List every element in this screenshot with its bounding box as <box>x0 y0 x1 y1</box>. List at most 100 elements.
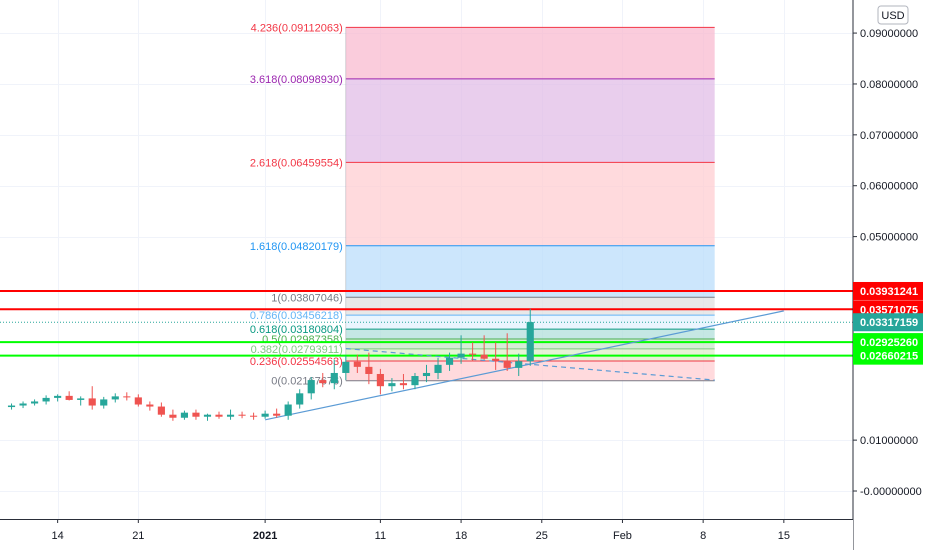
candle-body <box>445 357 454 365</box>
candle-body <box>376 373 384 387</box>
candle-body <box>342 361 350 373</box>
price-tick-label: 0.07000000 <box>860 130 918 142</box>
price-tag-label: 0.03317159 <box>860 317 918 329</box>
candle-body <box>65 395 73 400</box>
candle <box>7 403 16 410</box>
price-tick-label: 0.08000000 <box>860 79 918 91</box>
candle <box>457 335 465 364</box>
candle-body <box>111 396 119 400</box>
candle <box>146 401 154 411</box>
candle <box>238 411 246 419</box>
candle <box>480 335 488 360</box>
candle-body <box>19 403 27 406</box>
time-tick-label: 2021 <box>253 530 277 542</box>
candle <box>157 402 165 417</box>
price-axis-labels: 0.09000000 0.08000000 0.07000000 0.06000000… <box>853 28 922 498</box>
time-tick-label: 14 <box>52 530 64 542</box>
price-tag-bg <box>853 281 923 300</box>
fib-level-label: 0.236(0.02554563) <box>250 356 343 368</box>
candle-body <box>261 413 269 417</box>
fib-level-label: 0.786(0.03456218) <box>250 310 343 322</box>
candle-body <box>42 397 50 402</box>
time-tick-label: 11 <box>375 530 386 542</box>
candle <box>192 409 200 420</box>
candle-body <box>134 397 142 405</box>
candle <box>422 364 431 383</box>
trendline[interactable] <box>264 310 784 421</box>
candle <box>111 393 119 403</box>
candle-body <box>353 361 361 367</box>
price-tags: 0.039312410.035710750.0331715907:47:340.… <box>853 281 923 365</box>
candle-body <box>77 398 85 400</box>
candle-body <box>215 414 223 417</box>
price-tag-bg <box>853 346 923 365</box>
time-axis[interactable] <box>0 519 853 550</box>
currency-button[interactable]: USD <box>877 5 909 25</box>
candle-body <box>203 414 212 417</box>
price-tick-label: -0.00000000 <box>860 486 922 498</box>
price-tick-label: 0.06000000 <box>860 181 918 193</box>
candle-body <box>457 353 465 358</box>
candle <box>445 352 454 371</box>
candle <box>261 410 269 419</box>
candle-body <box>100 399 108 406</box>
fib-level-label: 0.618(0.03180804) <box>250 324 343 336</box>
candle <box>100 396 108 409</box>
candle <box>353 354 361 373</box>
trendlines[interactable] <box>264 310 784 421</box>
candle-body <box>192 412 200 417</box>
price-tick-label: 0.09000000 <box>860 28 918 40</box>
candle-body <box>238 414 246 416</box>
candle-body <box>399 383 408 386</box>
fib-zone <box>345 297 715 316</box>
time-tick-label: 15 <box>778 530 790 542</box>
candle <box>492 342 500 370</box>
candle <box>77 396 85 406</box>
fib-level-label: 4.236(0.09112063) <box>251 22 343 34</box>
time-tick-label: 21 <box>132 530 144 542</box>
candle <box>411 372 419 390</box>
candle-body <box>180 412 189 418</box>
fib-level-label: 3.618(0.08098930) <box>250 74 343 86</box>
trendline[interactable] <box>345 347 715 381</box>
fib-zone <box>345 245 715 298</box>
price-tag-label: 0.02660215 <box>860 351 918 363</box>
fib-zone <box>345 78 715 163</box>
candle-body <box>169 414 177 418</box>
candle-body <box>226 414 235 417</box>
candle-body <box>296 393 304 405</box>
price-tag-label: 0.02925260 <box>860 337 918 349</box>
currency-label: USD <box>881 10 904 22</box>
candle-body <box>7 405 16 408</box>
fib-zone <box>345 27 715 79</box>
candle <box>365 352 373 385</box>
candle <box>134 394 142 407</box>
time-tick-label: Feb <box>613 530 632 542</box>
candle <box>203 413 212 421</box>
candle-body <box>388 383 396 387</box>
candle <box>88 386 96 410</box>
currency-button-frame[interactable] <box>877 5 909 25</box>
candle-body <box>319 380 327 384</box>
candle <box>330 359 338 390</box>
candle-body <box>434 364 442 373</box>
candle-body <box>88 398 96 406</box>
candle <box>19 401 27 409</box>
candle <box>515 353 523 377</box>
candle-body <box>54 395 62 398</box>
candle <box>296 389 304 409</box>
candle-body <box>330 372 338 384</box>
horizontal-lines[interactable] <box>0 289 853 357</box>
candle <box>42 395 50 405</box>
price-axis[interactable] <box>853 0 932 550</box>
candle <box>250 412 258 420</box>
candle-body <box>284 404 292 416</box>
candle <box>31 399 39 406</box>
time-tick-label: 25 <box>536 530 548 542</box>
candle <box>284 401 292 420</box>
time-axis-labels: 14 21 2021 11 18 25 Feb 8 15 <box>52 519 790 542</box>
fib-level-label: 0(0.02167676) <box>271 376 343 388</box>
candle-body <box>469 353 477 355</box>
